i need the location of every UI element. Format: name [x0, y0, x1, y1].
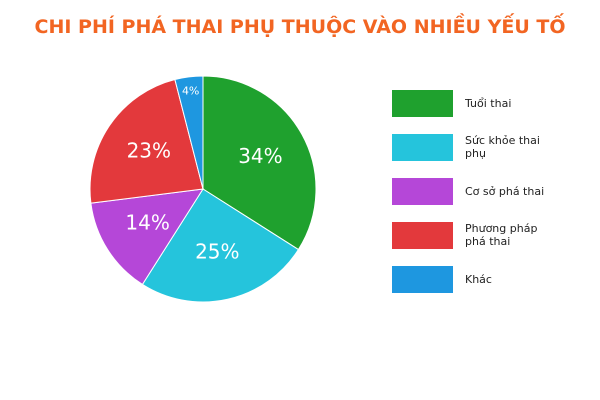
- slice-label: 14%: [125, 211, 169, 235]
- legend-label: Cơ sở phá thai: [465, 184, 545, 198]
- legend-swatch: [392, 266, 453, 293]
- legend-item: Cơ sở phá thai: [465, 184, 545, 198]
- legend-swatch: [392, 134, 453, 161]
- pie-slice: [89, 78, 204, 204]
- legend-swatch: [392, 222, 453, 249]
- slice-label: 23%: [127, 139, 171, 163]
- legend-item: Tuổi thai: [465, 96, 512, 110]
- pie-slice: [90, 188, 204, 286]
- legend-label: Sức khỏe thai phụ: [465, 134, 540, 160]
- legend-swatch: [392, 178, 453, 205]
- legend-label: Tuổi thai: [465, 96, 512, 110]
- legend-label: Phương pháp phá thai: [465, 222, 538, 248]
- legend-item: Phương pháp phá thai: [465, 222, 538, 248]
- pie-slice: [174, 75, 204, 190]
- pie-slice: [141, 188, 300, 303]
- legend-item: Sức khỏe thai phụ: [465, 134, 540, 160]
- pie-slice: [202, 75, 317, 251]
- slice-label: 34%: [238, 144, 282, 168]
- slice-label: 4%: [182, 84, 199, 97]
- slice-label: 25%: [195, 239, 239, 263]
- legend-item: Khác: [465, 272, 492, 286]
- legend-label: Khác: [465, 272, 492, 286]
- legend-swatch: [392, 90, 453, 117]
- chart-title: CHI PHÍ PHÁ THAI PHỤ THUỘC VÀO NHIỀU YẾU…: [35, 12, 566, 38]
